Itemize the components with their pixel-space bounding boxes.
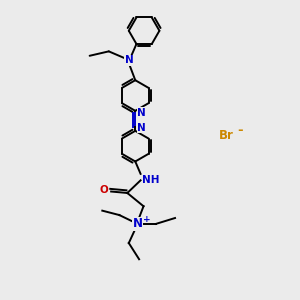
Text: Br: Br: [219, 129, 234, 142]
Text: N: N: [133, 218, 142, 230]
Text: N: N: [137, 123, 146, 133]
Text: O: O: [99, 185, 108, 195]
Text: -: -: [237, 124, 243, 137]
Text: N: N: [125, 55, 134, 65]
Text: NH: NH: [142, 175, 160, 185]
Text: N: N: [137, 108, 146, 118]
Text: +: +: [143, 215, 151, 224]
